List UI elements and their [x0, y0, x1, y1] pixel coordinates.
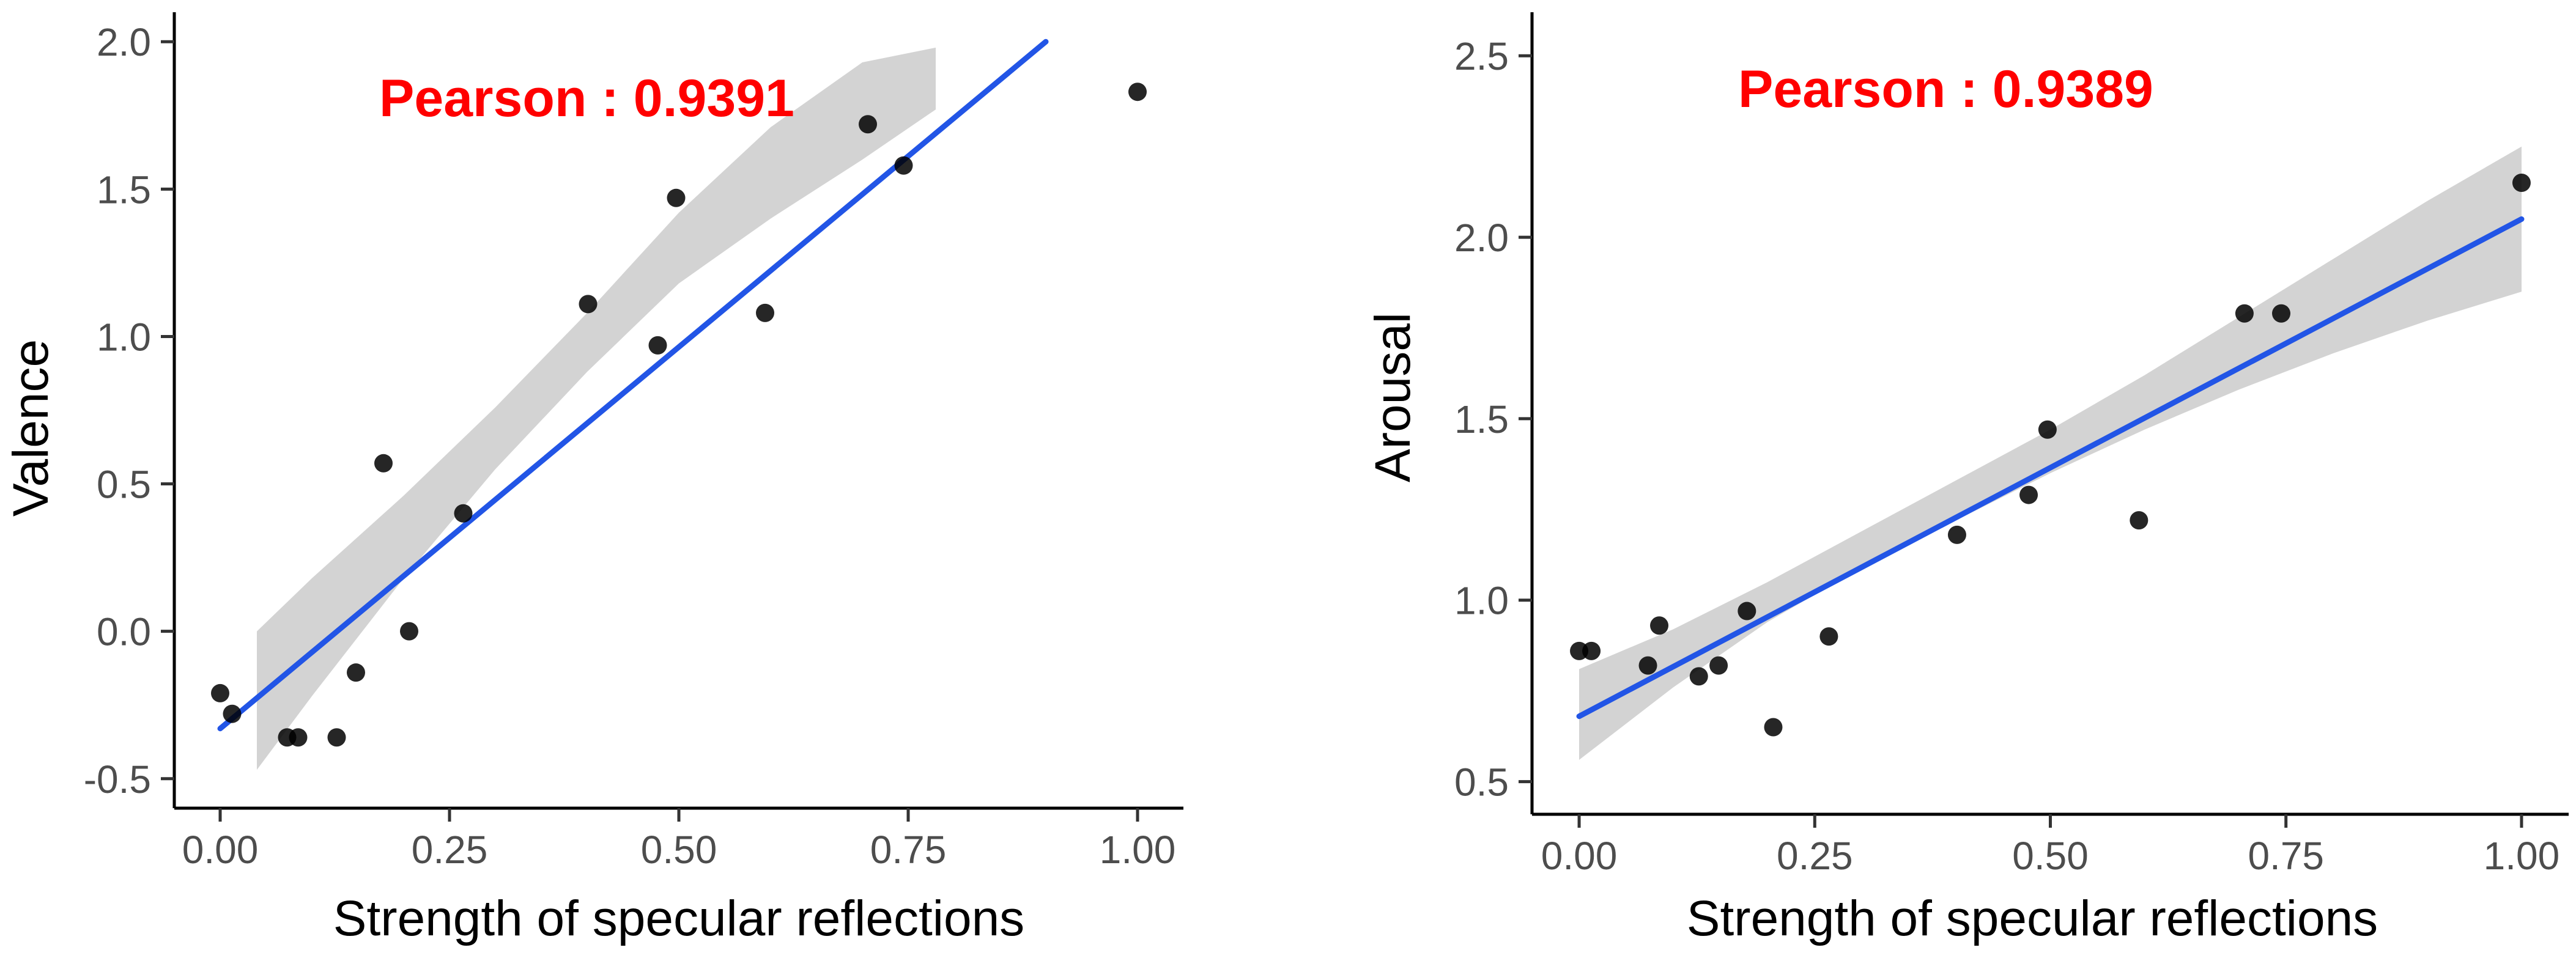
- arousal-x-tick-label-4: 1.00: [2484, 834, 2560, 878]
- valence-x-tick-label-4: 1.00: [1100, 828, 1176, 872]
- valence-y-tick-label-4: 1.5: [97, 168, 151, 212]
- valence-points: [211, 83, 1147, 747]
- arousal-y-tick-label-4: 2.5: [1454, 34, 1509, 78]
- arousal-confidence-band: [1579, 146, 2522, 760]
- arousal-data-point-6: [1738, 602, 1756, 620]
- arousal-panel: 0.5 1.0 1.5 2.0 2.5 0.00 0.25 0.50 0.75 1.00 Pear…: [1365, 12, 2569, 946]
- arousal-x-tick-label-3: 0.75: [2248, 834, 2324, 878]
- arousal-data-point-5: [1709, 656, 1728, 675]
- arousal-data-point-7: [1764, 718, 1783, 737]
- valence-band-area: [257, 47, 936, 770]
- arousal-pearson-annotation: Pearson : 0.9389: [1738, 60, 2153, 119]
- valence-y-tick-label-0: -0.5: [84, 757, 151, 801]
- valence-confidence-band: [257, 47, 936, 770]
- valence-data-point-8: [454, 504, 473, 523]
- arousal-x-axis-title: Strength of specular reflections: [1687, 891, 2378, 946]
- arousal-data-point-10: [2019, 485, 2038, 504]
- arousal-fit-line: [1576, 216, 2525, 720]
- valence-data-point-4: [327, 728, 346, 747]
- valence-panel: -0.50.00.51.01.52.00.00 0.25 0.50 0.75 1.00 …: [3, 12, 1183, 946]
- valence-y-tick-label-5: 2.0: [97, 20, 151, 64]
- arousal-data-point-3: [1650, 616, 1669, 635]
- arousal-y-tick-label-0: 0.5: [1454, 760, 1509, 805]
- arousal-data-point-4: [1689, 667, 1708, 686]
- valence-x-tick-label-0: 0.00: [182, 828, 259, 872]
- valence-x-tick-label-2: 0.50: [641, 828, 717, 872]
- valence-data-point-3: [289, 728, 308, 747]
- arousal-x-tick-label-1: 0.25: [1777, 834, 1853, 878]
- valence-data-point-6: [374, 454, 393, 473]
- arousal-data-point-9: [1947, 525, 1966, 544]
- valence-data-point-15: [1128, 83, 1147, 101]
- valence-data-point-13: [859, 115, 877, 134]
- arousal-y-tick-label-3: 2.0: [1454, 216, 1509, 260]
- valence-data-point-0: [211, 683, 229, 702]
- arousal-regression-line: [1576, 216, 2525, 720]
- valence-axes: -0.5 0.0 0.5 1.0 1.5 2.0 0.00 0.25 0.50 0.75 1.00: [84, 12, 1183, 872]
- valence-data-point-9: [579, 295, 598, 314]
- arousal-y-tick-label-2: 1.5: [1454, 397, 1509, 441]
- valence-y-axis-title: Valence: [3, 339, 59, 517]
- arousal-x-tick-label-2: 0.50: [2012, 834, 2089, 878]
- valence-data-point-7: [400, 622, 418, 641]
- arousal-axes: 0.5 1.0 1.5 2.0 2.5 0.00 0.25 0.50 0.75 1.00: [1454, 12, 2569, 878]
- valence-fit-line: [217, 39, 1049, 732]
- valence-regression-line: [217, 39, 1049, 732]
- valence-x-tick-label-3: 0.75: [870, 828, 947, 872]
- arousal-band-area: [1579, 146, 2522, 760]
- arousal-y-tick-label-1: 1.0: [1454, 579, 1509, 623]
- arousal-x-tick-label-0: 0.00: [1541, 834, 1618, 878]
- valence-y-tick-label-2: 0.5: [97, 463, 151, 507]
- valence-data-point-10: [648, 336, 667, 355]
- valence-data-point-1: [223, 704, 242, 723]
- arousal-data-point-11: [2038, 420, 2057, 439]
- valence-data-point-12: [756, 303, 774, 322]
- valence-pearson-annotation: Pearson : 0.9391: [379, 69, 794, 128]
- arousal-data-point-12: [2130, 511, 2149, 530]
- arousal-data-point-8: [1819, 627, 1838, 646]
- arousal-data-point-14: [2272, 304, 2291, 323]
- valence-data-point-5: [347, 663, 365, 682]
- valence-x-tick-label-1: 0.25: [412, 828, 488, 872]
- arousal-data-point-1: [1582, 641, 1601, 660]
- arousal-y-axis-title: Arousal: [1365, 312, 1421, 482]
- valence-x-axis-title: Strength of specular reflections: [333, 891, 1024, 946]
- valence-data-point-11: [667, 188, 686, 207]
- arousal-data-point-2: [1638, 656, 1657, 675]
- arousal-data-point-13: [2235, 304, 2254, 323]
- valence-y-tick-label-3: 1.0: [97, 315, 151, 359]
- arousal-points: [1570, 174, 2531, 737]
- valence-data-point-14: [894, 156, 913, 175]
- valence-y-tick-label-1: 0.0: [97, 610, 151, 654]
- arousal-data-point-15: [2512, 174, 2531, 193]
